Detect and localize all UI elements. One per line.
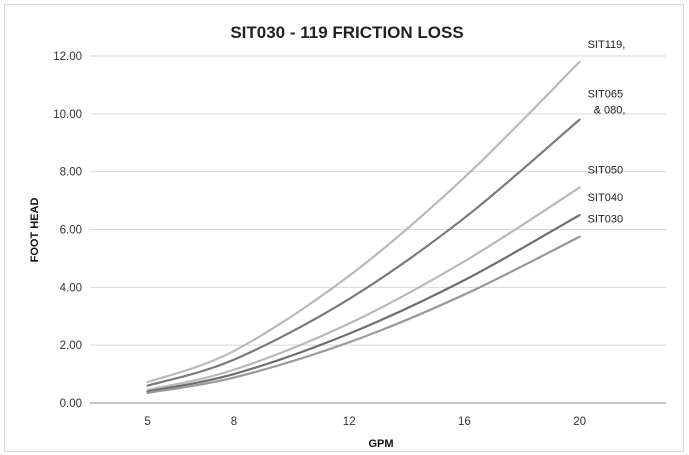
x-axis-label: GPM	[368, 438, 393, 450]
series-line	[146, 118, 581, 387]
x-tick-label: 12	[343, 416, 356, 428]
series-label: SIT030	[588, 214, 623, 226]
series-label: SIT065 & 080,	[588, 89, 626, 117]
y-tick-label: 2.00	[60, 340, 82, 352]
series-label-layer: SIT119, SIT065 & 080, SIT050 SIT040 SIT030	[588, 39, 626, 226]
series-label-text: SIT050	[588, 165, 623, 177]
series-layer	[146, 60, 581, 394]
y-tick-label: 4.00	[60, 282, 82, 294]
series-label-text: SIT030	[588, 214, 623, 226]
chart-frame	[4, 4, 684, 452]
y-axis-label: FOOT HEAD	[29, 198, 41, 263]
grid-layer	[90, 55, 666, 404]
series-label: SIT040	[588, 192, 623, 204]
x-tick-label: 5	[144, 416, 150, 428]
series-line	[146, 186, 581, 392]
x-tick-label: 20	[573, 416, 586, 428]
series-label-text: SIT065	[588, 89, 623, 101]
chart-title: SIT030 - 119 FRICTION LOSS	[230, 23, 463, 42]
series-label: SIT119,	[588, 39, 626, 51]
y-tick-label: 12.00	[53, 51, 82, 63]
series-label-text: SIT040	[588, 192, 623, 204]
x-tick-label: 16	[458, 416, 471, 428]
y-tick-label: 0.00	[60, 398, 82, 410]
series-label-text: & 080,	[594, 105, 626, 117]
y-tick-label: 10.00	[53, 109, 82, 121]
y-tick-label: 6.00	[60, 225, 82, 237]
series-line	[146, 60, 581, 384]
tick-layer: 0.00 2.00 4.00 6.00 8.00 10.00 12.00 5 8 12 16 20	[53, 51, 586, 428]
series-line	[146, 235, 581, 394]
series-line	[146, 213, 581, 393]
series-label: SIT050	[588, 165, 623, 177]
series-label-text: SIT119,	[588, 39, 626, 51]
x-tick-label: 8	[231, 416, 237, 428]
y-tick-label: 8.00	[60, 167, 82, 179]
